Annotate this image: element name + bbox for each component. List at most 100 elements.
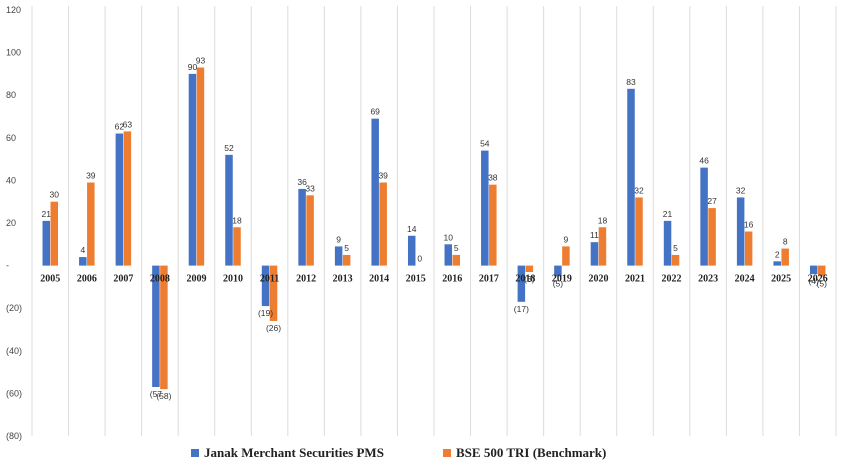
bar-benchmark-2013 (342, 254, 351, 266)
x-tick-label-2018: 2018 (515, 274, 535, 285)
bar-pms-2023 (700, 167, 708, 266)
data-label-benchmark-2026: (5) (817, 278, 828, 288)
y-tick-label: 60 (6, 133, 16, 143)
legend-label-pms: Janak Merchant Securities PMS (204, 445, 384, 460)
data-label-pms-2019: (5) (553, 278, 564, 288)
bar-pms-2015 (407, 235, 416, 266)
x-tick-label-2026: 2026 (808, 274, 828, 285)
data-label-pms-2013: 9 (336, 234, 341, 244)
x-tick-label-2022: 2022 (662, 274, 682, 285)
data-label-benchmark-2018: (3) (524, 274, 535, 284)
x-tick-label-2025: 2025 (771, 274, 791, 285)
bar-benchmark-2021 (635, 197, 643, 266)
data-label-benchmark-2021: 32 (634, 185, 644, 195)
bar-benchmark-2012 (306, 195, 314, 266)
data-label-benchmark-2019: 9 (564, 234, 569, 244)
y-tick-label: 20 (6, 218, 16, 228)
bar-pms-2008 (152, 265, 160, 388)
data-label-pms-2014: 69 (370, 107, 380, 117)
y-tick-label: (60) (6, 388, 22, 398)
y-tick-label: (40) (6, 346, 22, 356)
data-label-pms-2017: 54 (480, 139, 490, 149)
data-label-benchmark-2005: 30 (50, 190, 60, 200)
bars (42, 67, 826, 390)
data-label-pms-2025: 2 (775, 249, 780, 259)
bar-pms-2014 (371, 118, 379, 266)
y-tick-label: 80 (6, 90, 16, 100)
bar-pms-2026 (809, 265, 818, 275)
bar-benchmark-2023 (708, 208, 716, 266)
data-label-benchmark-2022: 5 (673, 243, 678, 253)
bar-benchmark-2022 (671, 254, 680, 266)
data-label-pms-2020: 11 (590, 230, 599, 240)
data-label-pms-2008: (57 (150, 389, 163, 399)
bar-pms-2019 (554, 265, 562, 277)
x-tick-label-2016: 2016 (442, 274, 462, 285)
bar-benchmark-2026 (817, 265, 826, 277)
data-label-benchmark-2017: 38 (488, 173, 498, 183)
x-tick-label-2010: 2010 (223, 274, 243, 285)
bar-benchmark-2011 (269, 265, 278, 321)
data-label-pms-2015: 14 (407, 224, 417, 234)
data-label-benchmark-2006: 39 (86, 171, 96, 181)
y-tick-label: 40 (6, 175, 16, 185)
legend-swatch-benchmark (443, 449, 451, 457)
data-label-pms-2023: 46 (699, 156, 709, 166)
data-label-benchmark-2012: 33 (305, 183, 315, 193)
bar-pms-2010 (225, 154, 233, 266)
y-tick-label: (80) (6, 431, 22, 441)
data-label-benchmark-2011: (26) (266, 323, 281, 333)
x-tick-label-2021: 2021 (625, 274, 645, 285)
grid-lines (31, 6, 837, 436)
data-label-benchmark-2007: 63 (123, 119, 133, 129)
x-tick-label-2008: 2008 (150, 274, 170, 285)
x-tick-label-2024: 2024 (735, 274, 755, 285)
bar-benchmark-2017 (489, 184, 497, 266)
bar-pms-2013 (334, 246, 343, 266)
legend-swatch-pms (191, 449, 199, 457)
x-tick-label-2009: 2009 (186, 274, 206, 285)
x-tick-label-2014: 2014 (369, 274, 389, 285)
y-tick-label: - (6, 261, 9, 271)
data-label-benchmark-2016: 5 (454, 243, 459, 253)
bar-benchmark-2018 (525, 265, 534, 272)
x-tick-label-2017: 2017 (479, 274, 499, 285)
data-label-benchmark-2020: 18 (598, 215, 608, 225)
data-label-benchmark-2024: 16 (744, 220, 754, 230)
data-label-benchmark-2009: 93 (196, 56, 206, 66)
x-tick-label-2005: 2005 (40, 274, 60, 285)
bar-benchmark-2016 (452, 254, 461, 266)
y-axis: 120 100 80 60 40 20 - (20) (40) (60) (80) (6, 5, 22, 441)
bar-benchmark-2008 (160, 265, 168, 390)
x-tick-label-2006: 2006 (77, 274, 97, 285)
bar-benchmark-2019 (562, 246, 570, 266)
data-label-pms-2021: 83 (626, 77, 636, 87)
data-label-pms-2005: 21 (42, 209, 52, 219)
bar-pms-2012 (298, 188, 306, 266)
data-label-pms-2010: 52 (224, 143, 234, 153)
data-label-benchmark-2025: 8 (783, 237, 788, 247)
bar-benchmark-2009 (196, 67, 205, 266)
bar-pms-2021 (627, 88, 635, 266)
bar-benchmark-2006 (87, 182, 95, 266)
data-label-benchmark-2013: 5 (344, 243, 349, 253)
data-label-pms-2009: 90 (188, 62, 198, 72)
bar-benchmark-2007 (123, 131, 132, 266)
bar-pms-2025 (773, 261, 781, 266)
bar-pms-2007 (115, 133, 124, 266)
x-tick-label-2015: 2015 (406, 274, 426, 285)
data-label-benchmark-2023: 27 (707, 196, 717, 206)
bar-pms-2022 (663, 220, 672, 266)
x-tick-label-2019: 2019 (552, 274, 572, 285)
bar-benchmark-2025 (781, 248, 789, 266)
data-label-pms-2026: (4) (809, 276, 820, 286)
x-tick-label-2011: 2011 (260, 274, 279, 285)
data-label-benchmark-2015: 0 (417, 254, 422, 264)
y-tick-label: 120 (6, 5, 21, 15)
bar-pms-2020 (590, 242, 599, 266)
x-tick-label-2020: 2020 (588, 274, 608, 285)
bar-pms-2009 (188, 73, 197, 266)
bar-pms-2017 (481, 150, 489, 266)
bar-benchmark-2024 (744, 231, 753, 266)
legend: Janak Merchant Securities PMS BSE 500 TR… (191, 445, 606, 460)
